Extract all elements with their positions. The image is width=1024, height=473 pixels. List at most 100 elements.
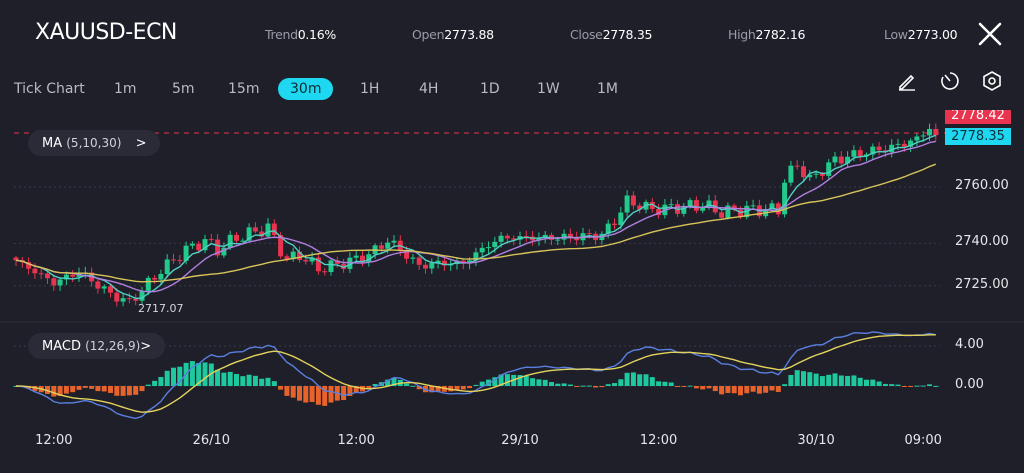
macd-histogram-bar bbox=[738, 386, 743, 396]
candle-body bbox=[95, 281, 101, 289]
timeframe-1d[interactable]: 1D bbox=[480, 81, 500, 97]
timeframe-15m[interactable]: 15m bbox=[228, 81, 260, 97]
macd-histogram-bar bbox=[895, 384, 901, 386]
candle-body bbox=[221, 247, 227, 256]
candle-body bbox=[26, 262, 32, 269]
timeframe-tick-chart[interactable]: Tick Chart bbox=[14, 81, 85, 97]
candle-body bbox=[649, 201, 655, 209]
candle-body bbox=[208, 239, 214, 241]
time-tick-label: 12:00 bbox=[639, 433, 678, 448]
candle-body bbox=[486, 247, 491, 249]
macd-histogram-bar bbox=[290, 386, 296, 398]
macd-histogram-bar bbox=[416, 386, 422, 390]
macd-histogram-bar bbox=[845, 375, 851, 386]
macd-histogram-bar bbox=[624, 372, 630, 386]
candle-body bbox=[826, 162, 832, 176]
macd-histogram-bar bbox=[171, 367, 176, 386]
macd-histogram-bar bbox=[630, 372, 636, 386]
timeframe-30m[interactable]: 30m bbox=[278, 78, 334, 100]
candle-body bbox=[133, 298, 139, 301]
macd-histogram-bar bbox=[126, 386, 132, 396]
macd-histogram-bar bbox=[693, 386, 699, 389]
ma-params: (5,10,30) bbox=[66, 136, 122, 150]
timeframe-1m[interactable]: 1m bbox=[114, 81, 137, 97]
candle-body bbox=[114, 292, 120, 302]
macd-histogram-bar bbox=[454, 386, 460, 390]
candle-body bbox=[441, 260, 447, 266]
macd-histogram-bar bbox=[385, 379, 391, 386]
macd-histogram-bar bbox=[914, 385, 920, 387]
candle-body bbox=[605, 223, 611, 234]
macd-histogram-bar bbox=[101, 386, 107, 392]
candle-body bbox=[782, 182, 788, 215]
close-icon[interactable] bbox=[976, 20, 1004, 48]
macd-histogram-bar bbox=[612, 383, 617, 386]
time-tick-label: 09:00 bbox=[904, 433, 942, 448]
macd-histogram-bar bbox=[467, 386, 473, 389]
macd-histogram-bar bbox=[259, 378, 265, 386]
candle-body bbox=[284, 256, 290, 260]
macd-histogram-bar bbox=[927, 384, 932, 386]
settings-hex-icon[interactable] bbox=[981, 70, 1003, 92]
candle-body bbox=[536, 237, 542, 241]
macd-histogram-bar bbox=[145, 384, 151, 386]
stat-label: Close bbox=[570, 27, 603, 42]
macd-histogram-bar bbox=[838, 375, 844, 386]
candle-body bbox=[788, 165, 794, 183]
timeframe-4h[interactable]: 4H bbox=[419, 81, 439, 97]
macd-histogram-bar bbox=[706, 386, 712, 389]
macd-histogram-bar bbox=[763, 386, 769, 393]
pencil-icon[interactable] bbox=[896, 70, 918, 92]
macd-histogram-bar bbox=[341, 386, 347, 401]
macd-indicator-pill[interactable]: MACD (12,26,9)> bbox=[28, 333, 166, 359]
stat-trend: Trend0.16% bbox=[265, 27, 336, 42]
time-tick-label: 29/10 bbox=[501, 433, 539, 448]
time-tick-label: 12:00 bbox=[35, 433, 73, 448]
candle-body bbox=[171, 259, 176, 261]
macd-histogram-bar bbox=[429, 386, 435, 393]
candle-body bbox=[492, 241, 498, 248]
macd-histogram-bar bbox=[901, 386, 907, 387]
price-tick-label: 2740.00 bbox=[955, 234, 1009, 250]
stat-label: Open bbox=[412, 27, 445, 42]
timeframe-5m[interactable]: 5m bbox=[172, 81, 195, 97]
macd-tick-label: 4.00 bbox=[955, 337, 984, 352]
macd-histogram-bar bbox=[819, 376, 825, 386]
macd-histogram-bar bbox=[574, 386, 580, 387]
candle-body bbox=[120, 298, 126, 302]
timer-icon[interactable] bbox=[939, 70, 961, 92]
macd-histogram-bar bbox=[114, 386, 120, 396]
candle-body bbox=[57, 279, 63, 286]
macd-histogram-bar bbox=[555, 383, 561, 386]
macd-histogram-bar bbox=[517, 375, 523, 386]
candle-body bbox=[687, 200, 693, 206]
macd-histogram-bar bbox=[284, 386, 290, 396]
ma-indicator-pill[interactable]: MA (5,10,30) > bbox=[28, 130, 161, 156]
candle-body bbox=[807, 174, 813, 178]
low-price-marker: 2717.07 bbox=[138, 302, 184, 315]
macd-histogram-bar bbox=[32, 386, 38, 391]
candle-body bbox=[404, 250, 410, 259]
chevron-right-icon: > bbox=[140, 339, 152, 354]
macd-histogram-bar bbox=[908, 386, 914, 387]
timeframe-1w[interactable]: 1W bbox=[537, 81, 560, 97]
ma-name: MA bbox=[42, 136, 63, 151]
candle-body bbox=[177, 260, 183, 262]
macd-histogram-bar bbox=[189, 361, 195, 386]
candle-body bbox=[51, 278, 57, 286]
candle-body bbox=[341, 263, 347, 269]
candle-body bbox=[385, 242, 391, 249]
candle-body bbox=[895, 143, 901, 145]
timeframe-1m[interactable]: 1M bbox=[597, 81, 618, 97]
macd-histogram-bar bbox=[271, 381, 277, 386]
candle-body bbox=[668, 204, 674, 206]
price-tick-label: 2760.00 bbox=[955, 178, 1009, 193]
macd-histogram-bar bbox=[70, 386, 76, 393]
macd-histogram-bar bbox=[864, 379, 869, 386]
candle-body bbox=[234, 234, 239, 241]
macd-name: MACD bbox=[42, 339, 81, 354]
candle-body bbox=[101, 286, 107, 289]
timeframe-1h[interactable]: 1H bbox=[360, 81, 380, 97]
macd-histogram-bar bbox=[315, 386, 321, 405]
